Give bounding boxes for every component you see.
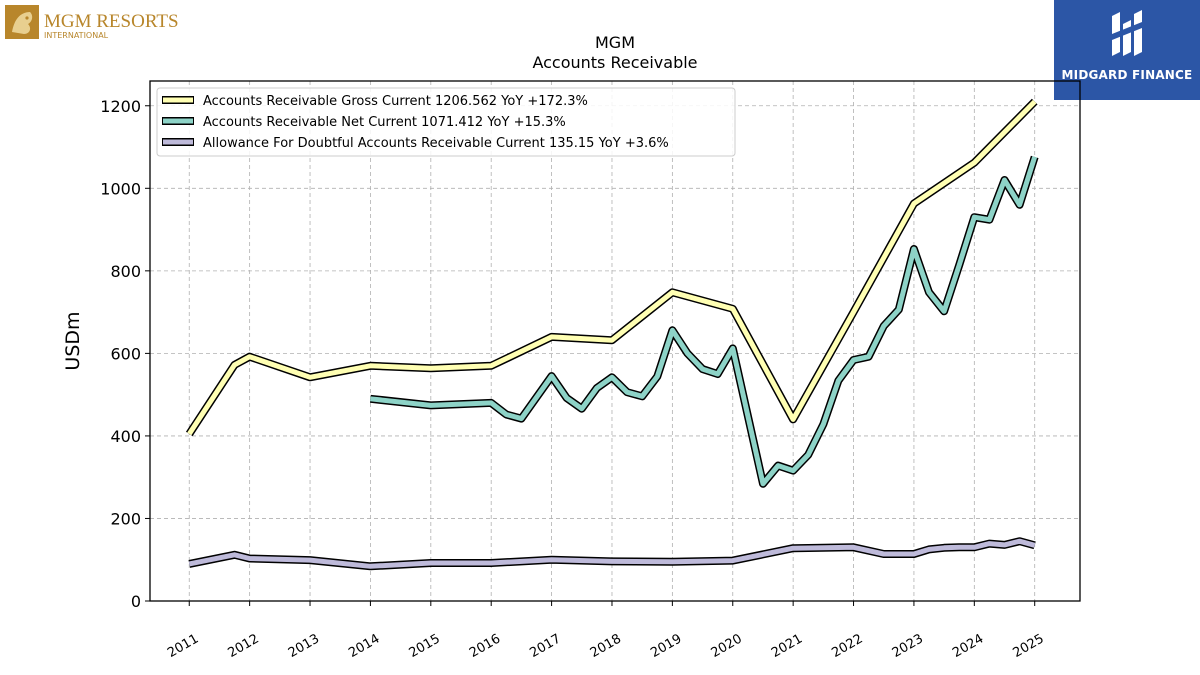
x-tick-label: 2014	[346, 631, 382, 661]
series-lines	[185, 98, 1039, 571]
series-line	[188, 538, 1036, 569]
chart-subtitle: Accounts Receivable	[532, 53, 697, 72]
legend-box	[156, 87, 736, 157]
y-tick-label: 200	[110, 509, 141, 528]
x-tick-label: 2025	[1011, 631, 1047, 661]
mgm-logo-subtext: INTERNATIONAL	[44, 31, 109, 40]
x-tick-label: 2022	[829, 631, 865, 661]
y-axis-label: USDm	[62, 311, 84, 370]
x-tick-label: 2013	[286, 631, 322, 661]
plot-frame	[149, 80, 1081, 602]
x-tick-label: 2021	[769, 631, 805, 661]
mgm-resorts-logo: MGM RESORTS INTERNATIONAL	[4, 4, 194, 44]
mgm-logo-text: MGM RESORTS	[44, 11, 179, 32]
midgard-emblem-icon	[1112, 10, 1142, 56]
x-tick-label: 2016	[467, 631, 503, 661]
x-tick-label: 2019	[648, 631, 684, 661]
x-axis: 2011 2012 2013 2014 2015 2016 2017 2018 2019 2020…	[165, 601, 1047, 661]
legend: Accounts Receivable Gross Current 1206.5…	[156, 87, 736, 157]
midgard-logo-text: MIDGARD FINANCE	[1061, 68, 1193, 82]
x-tick-label: 2017	[527, 631, 563, 661]
x-tick-label: 2020	[709, 631, 745, 661]
y-tick-label: 600	[110, 344, 141, 363]
y-tick-label: 1200	[100, 97, 141, 116]
chart-title: MGM	[595, 33, 635, 52]
legend-label: Allowance For Doubtful Accounts Receivab…	[203, 136, 669, 151]
x-tick-label: 2011	[165, 631, 201, 661]
y-tick-label: 0	[131, 592, 141, 611]
y-tick-label: 1000	[100, 179, 141, 198]
midgard-finance-logo: MIDGARD FINANCE	[1054, 0, 1200, 100]
y-axis: 0 200 400 600 800 1000 1200	[100, 97, 150, 611]
legend-label: Accounts Receivable Net Current 1071.412…	[203, 115, 566, 130]
series-line-outline	[369, 155, 1039, 488]
mgm-lion-icon: MGM RESORTS INTERNATIONAL	[5, 5, 179, 40]
x-tick-label: 2012	[225, 631, 261, 661]
y-tick-label: 400	[110, 427, 141, 446]
series-line	[370, 156, 1038, 487]
x-tick-label: 2024	[950, 631, 986, 661]
x-tick-label: 2018	[588, 631, 624, 661]
y-tick-label: 800	[110, 262, 141, 281]
series-line	[187, 99, 1037, 436]
x-tick-label: 2023	[890, 631, 926, 661]
x-tick-label: 2015	[407, 631, 443, 661]
legend-label: Accounts Receivable Gross Current 1206.5…	[203, 94, 588, 109]
